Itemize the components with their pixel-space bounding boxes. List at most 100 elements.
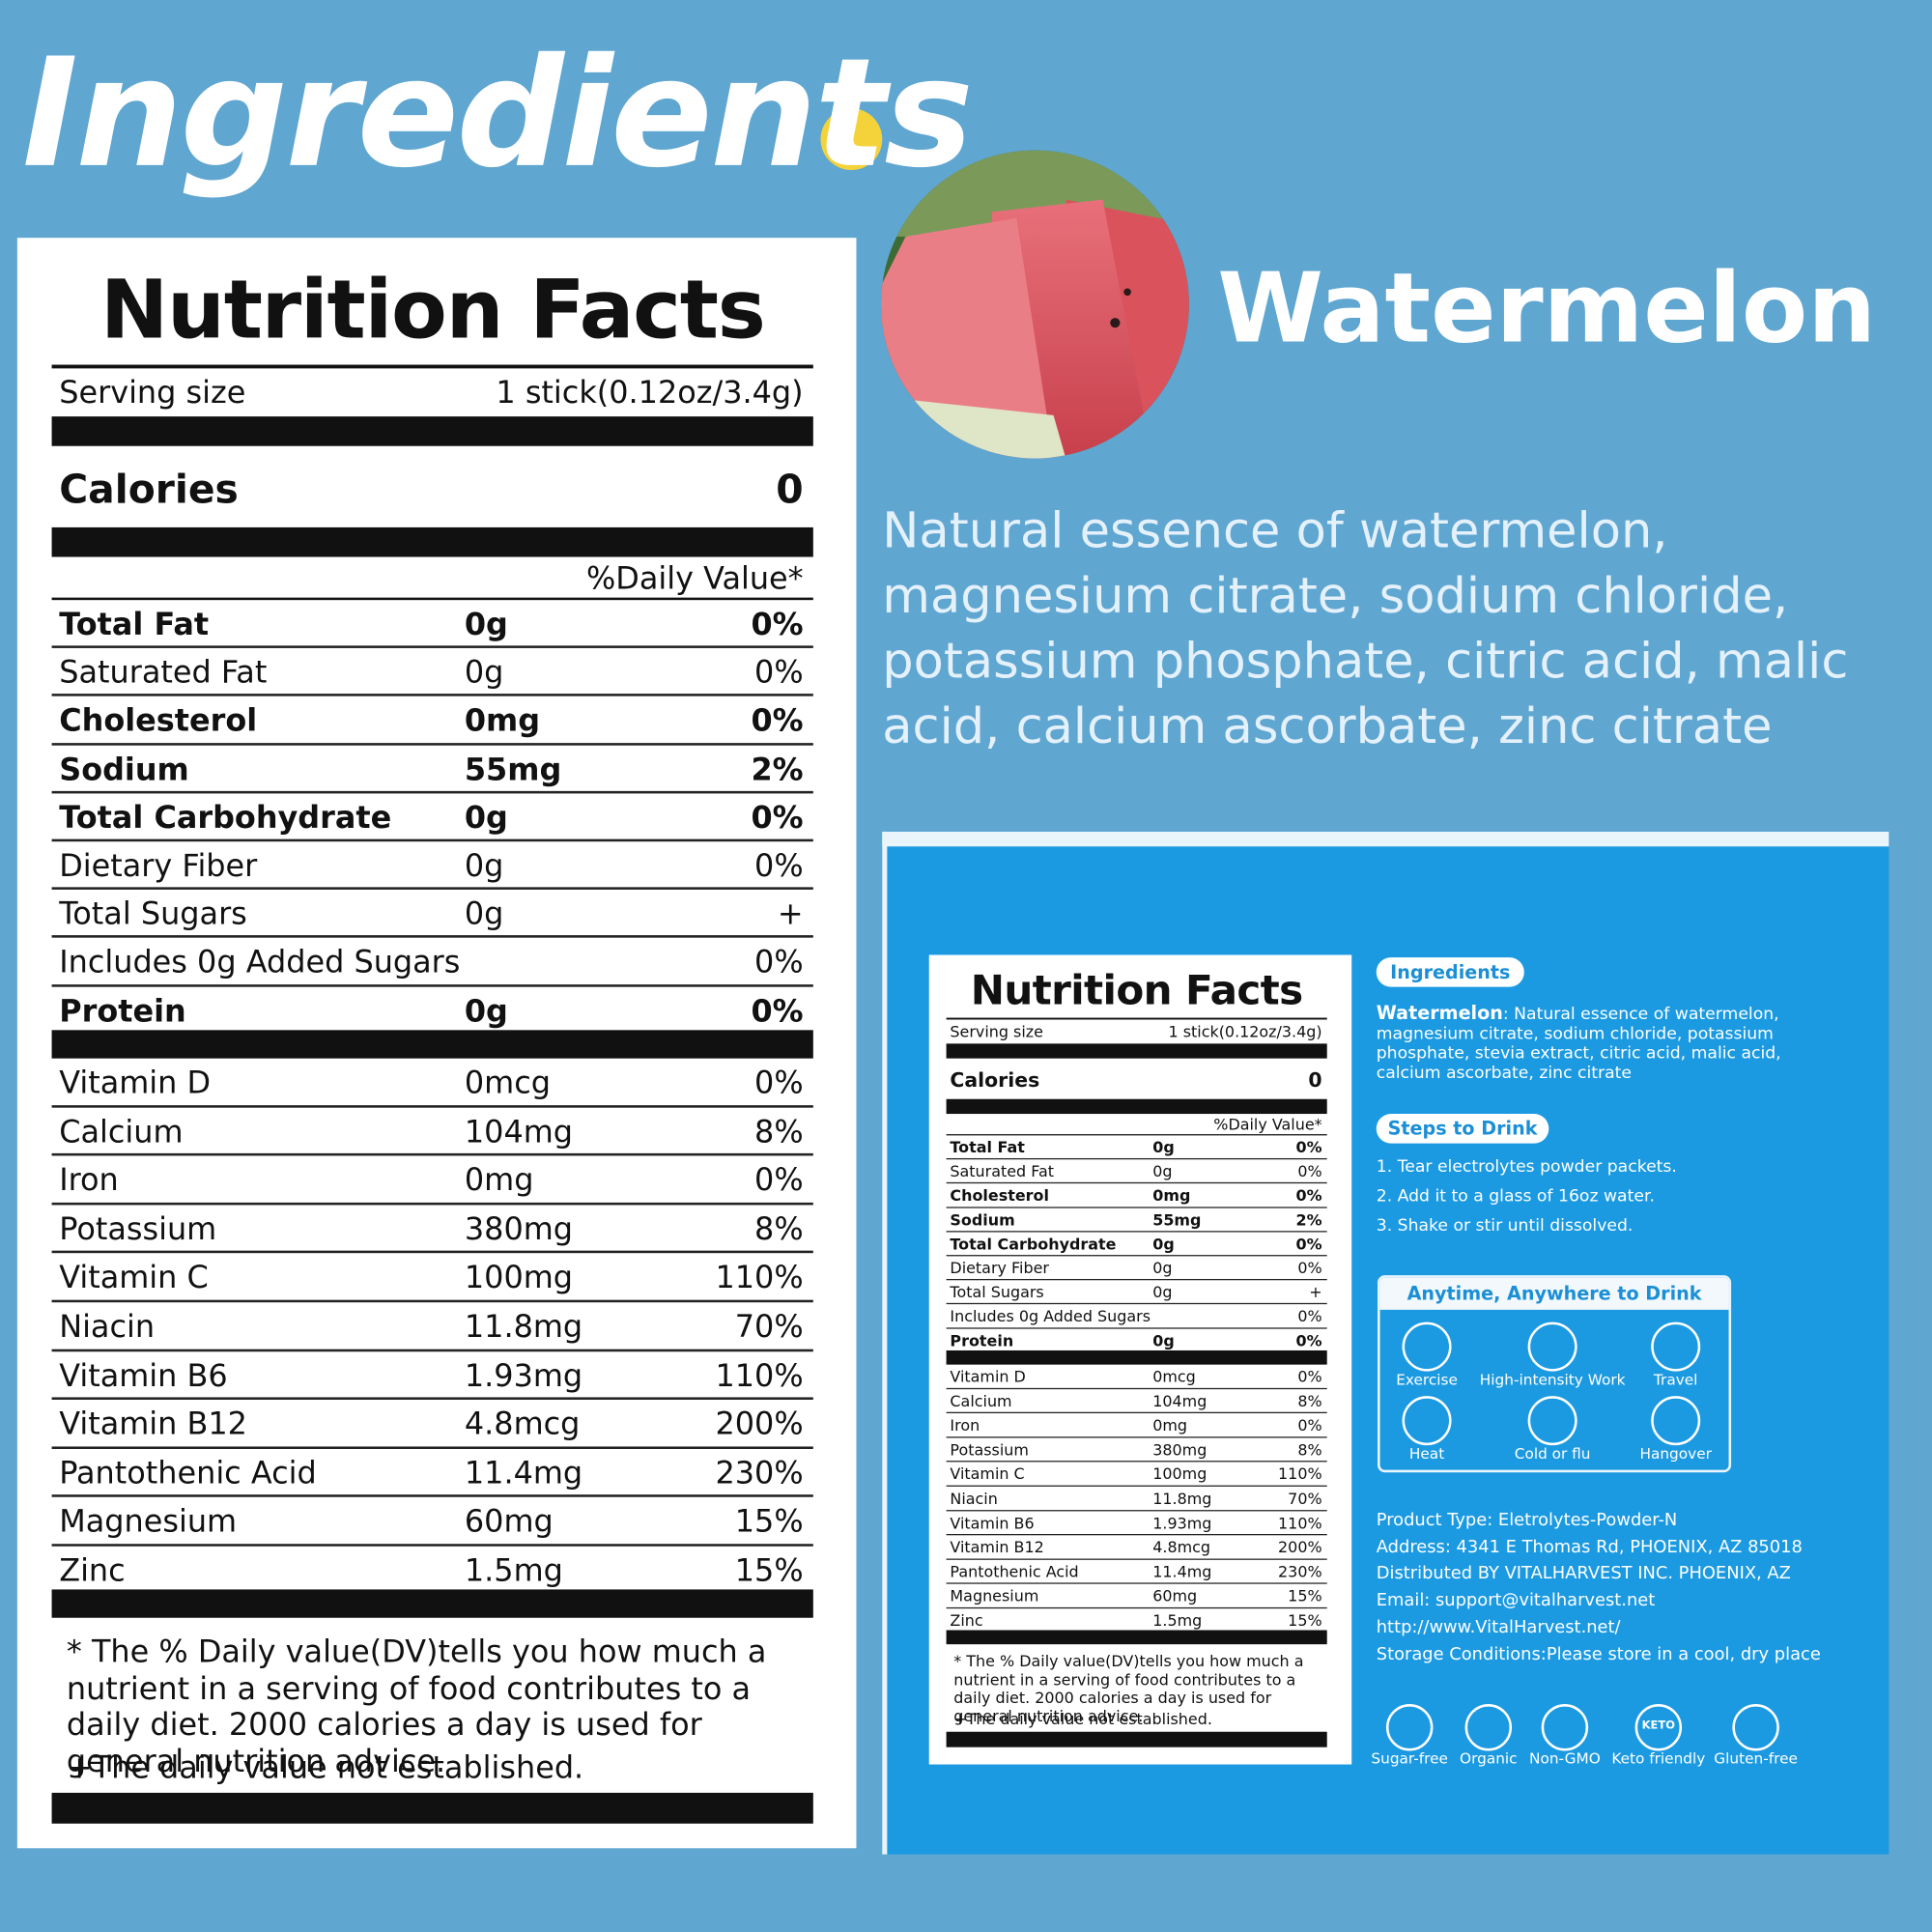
nutrient-name: Vitamin B6 bbox=[950, 1514, 1035, 1532]
nutrient-dv: 0% bbox=[754, 1065, 804, 1101]
nutrient-row: Total Carbohydrate 0g 0% bbox=[51, 793, 813, 842]
flavor-name: Watermelon bbox=[1217, 253, 1877, 365]
nutrient-amount: 0mg bbox=[1152, 1416, 1188, 1435]
nutrient-amount: 60mg bbox=[1152, 1587, 1198, 1605]
black-bar bbox=[51, 1030, 813, 1059]
nutrient-name: Zinc bbox=[950, 1611, 983, 1630]
nutrient-dv: 8% bbox=[754, 1210, 804, 1247]
nutrient-row: Potassium 380mg 8% bbox=[51, 1205, 813, 1254]
nutrient-dv: 230% bbox=[715, 1455, 804, 1492]
nutrient-amount: 0mcg bbox=[464, 1065, 551, 1101]
nutrient-dv: 15% bbox=[734, 1503, 804, 1540]
section-pill: Steps to Drink bbox=[1376, 1114, 1549, 1144]
nutrient-dv: 0% bbox=[751, 799, 804, 836]
nutrient-amount: 55mg bbox=[1152, 1210, 1202, 1230]
calories-label: Calories bbox=[59, 466, 239, 513]
nutrient-row: Vitamin D 0mcg 0% bbox=[51, 1059, 813, 1108]
use-icon bbox=[1402, 1396, 1452, 1446]
nutrient-row: Dietary Fiber 0g 0% bbox=[946, 1256, 1327, 1281]
nutrient-amount: 0g bbox=[464, 992, 508, 1029]
use-label: Heat bbox=[1408, 1445, 1445, 1463]
nutrient-name: Pantothenic Acid bbox=[59, 1455, 317, 1492]
nutrient-name: Vitamin C bbox=[59, 1260, 209, 1296]
panel-title: Nutrition Facts bbox=[970, 966, 1303, 1014]
nutrient-dv: 110% bbox=[715, 1357, 804, 1394]
nutrient-amount: 104mg bbox=[464, 1113, 574, 1150]
nutrient-name: Total Sugars bbox=[59, 895, 247, 932]
info-line: Address: 4341 E Thomas Rd, PHOENIX, AZ 8… bbox=[1376, 1537, 1803, 1557]
box-nutrition-panel: Nutrition Facts Serving size 1 stick(0.12o… bbox=[946, 958, 1327, 1747]
nutrient-row: Vitamin C 100mg 110% bbox=[946, 1463, 1327, 1487]
footnote: * The % Daily value(DV)tells you how muc… bbox=[66, 1634, 767, 1779]
badge-label: Gluten-free bbox=[1714, 1749, 1798, 1768]
nutrient-dv: + bbox=[1309, 1283, 1322, 1302]
black-bar bbox=[51, 416, 813, 446]
nutrient-amount: 0g bbox=[1152, 1331, 1175, 1350]
nutrient-row: Vitamin B12 4.8mcg 200% bbox=[51, 1400, 813, 1449]
step: 2. Add it to a glass of 16oz water. bbox=[1376, 1186, 1655, 1207]
nutrient-dv: 0% bbox=[754, 847, 804, 884]
nutrient-row: Magnesium 60mg 15% bbox=[51, 1497, 813, 1547]
nutrient-amount: 0mg bbox=[1152, 1186, 1191, 1206]
nutrient-amount: 0g bbox=[464, 654, 504, 691]
footnote: +The daily value not established. bbox=[66, 1749, 584, 1786]
black-bar bbox=[51, 1589, 813, 1618]
nutrient-amount: 60mg bbox=[464, 1503, 554, 1540]
nutrient-name: Vitamin B12 bbox=[950, 1538, 1044, 1557]
nutrient-amount: 0g bbox=[1152, 1138, 1175, 1157]
nutrient-amount: 55mg bbox=[464, 751, 562, 787]
nutrient-name: Total Fat bbox=[59, 606, 210, 642]
nutrient-row: Vitamin B6 1.93mg 110% bbox=[946, 1511, 1327, 1536]
nutrient-name: Calcium bbox=[59, 1113, 184, 1150]
box-ingredients: Watermelon: Natural essence of watermelo… bbox=[1377, 1003, 1802, 1083]
nutrient-amount: 11.4mg bbox=[1152, 1562, 1212, 1581]
black-bar bbox=[946, 1134, 1327, 1136]
black-bar bbox=[946, 1731, 1327, 1747]
nutrient-amount: 100mg bbox=[464, 1260, 574, 1296]
nutrient-row: Cholesterol 0mg 0% bbox=[946, 1183, 1327, 1208]
nutrient-amount: 0g bbox=[464, 847, 504, 884]
info-line: Product Type: Eletrolytes-Powder-N bbox=[1376, 1510, 1678, 1531]
nutrient-row: Vitamin B12 4.8mcg 200% bbox=[946, 1535, 1327, 1560]
nutrient-dv: 0% bbox=[751, 606, 804, 642]
nutrient-name: Iron bbox=[59, 1162, 119, 1199]
nutrient-dv: 200% bbox=[1278, 1538, 1322, 1557]
nutrient-amount: 0g bbox=[1152, 1235, 1175, 1254]
footnote: * The % Daily value(DV)tells you how muc… bbox=[953, 1652, 1304, 1725]
nutrient-amount: 0g bbox=[464, 895, 504, 932]
black-bar bbox=[51, 364, 813, 369]
nutrient-dv: 15% bbox=[1288, 1587, 1322, 1605]
nutrient-dv: 15% bbox=[734, 1552, 804, 1589]
nutrient-dv: 8% bbox=[1297, 1440, 1322, 1460]
nutrient-dv: 0% bbox=[754, 944, 804, 980]
use-icon bbox=[1402, 1321, 1452, 1372]
nutrient-dv: 0% bbox=[1297, 1259, 1322, 1278]
nutrient-dv: 2% bbox=[751, 751, 804, 787]
nutrient-name: Niacin bbox=[950, 1490, 998, 1508]
use-icon bbox=[1651, 1396, 1701, 1446]
nutrient-name: Cholesterol bbox=[950, 1186, 1049, 1206]
nutrient-dv: 8% bbox=[1297, 1392, 1322, 1410]
nutrient-name: Includes 0g Added Sugars bbox=[59, 944, 461, 980]
nutrient-row: Total Carbohydrate 0g 0% bbox=[946, 1232, 1327, 1257]
calories-label: Calories bbox=[950, 1067, 1040, 1093]
nutrient-row: Total Fat 0g 0% bbox=[51, 600, 813, 649]
nutrient-amount: 0g bbox=[1152, 1283, 1173, 1302]
nutrient-amount: 380mg bbox=[1152, 1440, 1208, 1460]
step: 3. Shake or stir until dissolved. bbox=[1376, 1215, 1634, 1236]
nutrient-row: Protein 0g 0% bbox=[947, 1328, 1327, 1352]
nutrient-dv: 110% bbox=[1278, 1464, 1322, 1484]
nutrient-amount: 11.4mg bbox=[464, 1455, 583, 1492]
nutrient-name: Sodium bbox=[59, 751, 189, 787]
info-line: http://www.VitalHarvest.net/ bbox=[1376, 1617, 1621, 1637]
nutrient-dv: 0% bbox=[1297, 1307, 1322, 1326]
nutrient-amount: 1.5mg bbox=[464, 1552, 563, 1589]
nutrient-name: Iron bbox=[950, 1416, 980, 1435]
nutrient-row: Vitamin D 0mcg 0% bbox=[946, 1365, 1327, 1389]
nutrient-dv: 0% bbox=[751, 702, 804, 739]
use-label: High-intensity Work bbox=[1479, 1371, 1626, 1389]
calories-value: 0 bbox=[776, 466, 804, 513]
nutrient-amount: 100mg bbox=[1152, 1464, 1208, 1484]
nutrient-row: Calcium 104mg 8% bbox=[51, 1107, 813, 1156]
nutrient-dv: 230% bbox=[1278, 1562, 1322, 1581]
